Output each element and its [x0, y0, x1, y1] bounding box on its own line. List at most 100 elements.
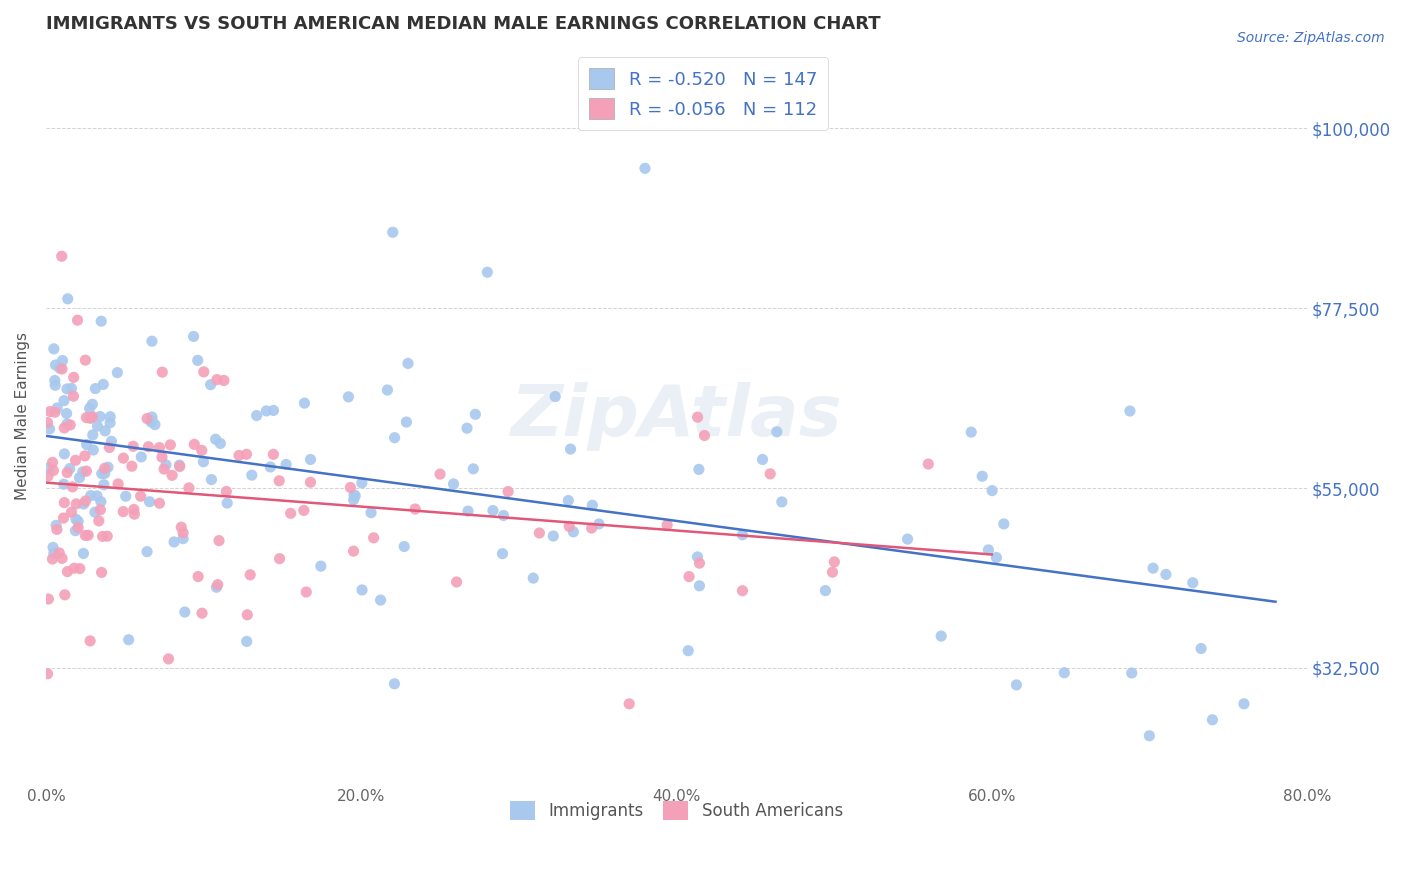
Point: [215, 484, 238, 499]
Point: [122, 502, 145, 516]
Point: [678, 569, 700, 583]
Point: [87, 514, 110, 528]
Point: [269, 474, 291, 488]
Point: [294, 396, 316, 410]
Point: [560, 442, 582, 456]
Point: [392, 540, 415, 554]
Point: [52, 477, 75, 491]
Point: [114, 489, 136, 503]
Point: [170, 520, 193, 534]
Point: [404, 502, 426, 516]
Point: [56, 417, 79, 431]
Point: [80, 489, 103, 503]
Point: [65, 512, 87, 526]
Text: IMMIGRANTS VS SOUTH AMERICAN MEDIAN MALE EARNINGS CORRELATION CHART: IMMIGRANTS VS SOUTH AMERICAN MEDIAN MALE…: [46, 15, 880, 33]
Point: [377, 383, 399, 397]
Point: [765, 425, 787, 439]
Point: [44, 374, 66, 388]
Point: [63, 561, 86, 575]
Point: [60, 381, 83, 395]
Point: [529, 526, 551, 541]
Point: [1137, 729, 1160, 743]
Point: [65, 453, 87, 467]
Point: [522, 571, 544, 585]
Point: [69, 561, 91, 575]
Point: [463, 462, 485, 476]
Point: [94, 424, 117, 438]
Point: [269, 551, 291, 566]
Point: [562, 524, 585, 539]
Point: [42, 541, 65, 555]
Point: [187, 569, 209, 583]
Point: [67, 471, 90, 485]
Point: [688, 579, 710, 593]
Point: [169, 459, 191, 474]
Point: [82, 428, 104, 442]
Point: [187, 353, 209, 368]
Point: [138, 440, 160, 454]
Point: [48, 546, 70, 560]
Point: [93, 467, 115, 481]
Point: [731, 528, 754, 542]
Point: [141, 410, 163, 425]
Point: [986, 550, 1008, 565]
Point: [634, 161, 657, 176]
Point: [177, 481, 200, 495]
Point: [129, 450, 152, 464]
Point: [93, 477, 115, 491]
Point: [82, 409, 104, 424]
Point: [65, 524, 87, 538]
Point: [42, 342, 65, 356]
Point: [143, 417, 166, 432]
Point: [217, 496, 239, 510]
Point: [52, 511, 75, 525]
Point: [657, 518, 679, 533]
Point: [235, 634, 257, 648]
Point: [53, 495, 76, 509]
Point: [274, 458, 297, 472]
Point: [183, 329, 205, 343]
Point: [482, 503, 505, 517]
Point: [208, 533, 231, 548]
Point: [751, 452, 773, 467]
Point: [693, 428, 716, 442]
Point: [1201, 713, 1223, 727]
Point: [117, 632, 139, 647]
Point: [1142, 561, 1164, 575]
Point: [686, 410, 709, 425]
Point: [209, 436, 232, 450]
Point: [172, 525, 194, 540]
Point: [1121, 665, 1143, 680]
Point: [86, 489, 108, 503]
Point: [86, 419, 108, 434]
Point: [823, 555, 845, 569]
Point: [491, 547, 513, 561]
Point: [141, 334, 163, 349]
Point: [299, 475, 322, 490]
Point: [292, 503, 315, 517]
Point: [544, 390, 567, 404]
Point: [929, 629, 952, 643]
Point: [62, 480, 84, 494]
Point: [97, 460, 120, 475]
Point: [396, 356, 419, 370]
Point: [205, 580, 228, 594]
Point: [42, 463, 65, 477]
Point: [122, 439, 145, 453]
Point: [89, 503, 111, 517]
Point: [190, 443, 212, 458]
Point: [112, 451, 135, 466]
Point: [309, 559, 332, 574]
Point: [173, 605, 195, 619]
Point: [89, 409, 111, 424]
Point: [138, 494, 160, 508]
Point: [51, 353, 73, 368]
Point: [193, 455, 215, 469]
Legend: Immigrants, South Americans: Immigrants, South Americans: [503, 794, 849, 827]
Point: [55, 407, 77, 421]
Point: [48, 361, 70, 376]
Point: [1119, 404, 1142, 418]
Point: [464, 407, 486, 421]
Point: [259, 459, 281, 474]
Point: [169, 458, 191, 472]
